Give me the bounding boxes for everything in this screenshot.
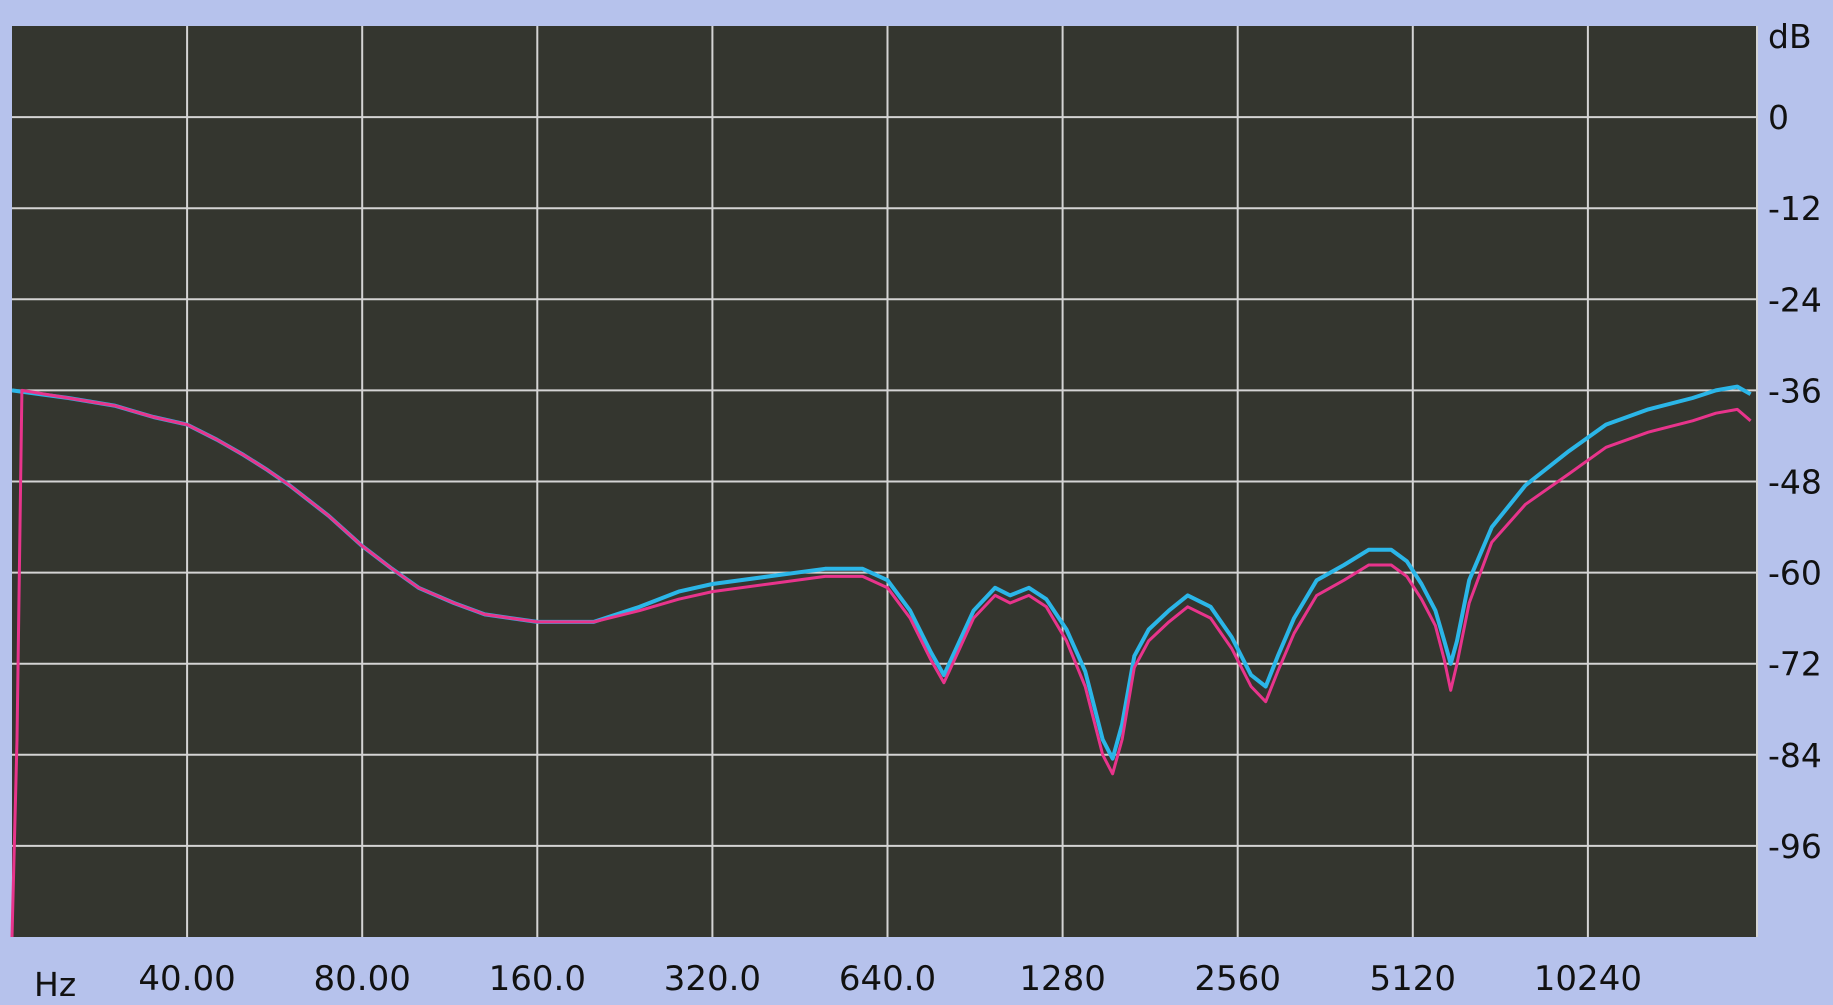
- y-tick-label: 0: [1768, 98, 1789, 137]
- y-tick-label: -72: [1768, 645, 1822, 684]
- x-tick-label: 80.00: [314, 959, 411, 999]
- x-axis-label: Hz: [34, 965, 76, 1004]
- y-tick-label: -24: [1768, 280, 1822, 319]
- x-tick-label: 2560: [1194, 959, 1281, 999]
- x-tick-label: 40.00: [138, 959, 235, 999]
- series-line-magenta: [10, 388, 1752, 938]
- x-tick-label: 10240: [1534, 959, 1642, 999]
- x-tick-label: 160.0: [489, 959, 586, 999]
- series-layer: [10, 384, 1752, 938]
- grid: [12, 26, 1758, 937]
- y-tick-label: -48: [1768, 463, 1822, 502]
- x-tick-label: 1280: [1019, 959, 1106, 999]
- y-tick-label: -96: [1768, 827, 1822, 866]
- y-axis-label: dB: [1768, 17, 1812, 56]
- x-tick-label: 640.0: [839, 959, 936, 999]
- y-tick-label: -84: [1768, 736, 1822, 775]
- x-tick-label: 5120: [1370, 959, 1457, 999]
- x-tick-label: 320.0: [664, 959, 761, 999]
- y-tick-label: -36: [1768, 371, 1822, 410]
- y-tick-label: -12: [1768, 189, 1822, 228]
- y-tick-labels: 0 -12 -24 -36 -48 -60 -72 -84 -96: [1768, 98, 1822, 866]
- x-tick-labels: 40.00 80.00 160.0 320.0 640.0 1280 2560 5120 102…: [138, 959, 1642, 999]
- y-tick-label: -60: [1768, 554, 1822, 593]
